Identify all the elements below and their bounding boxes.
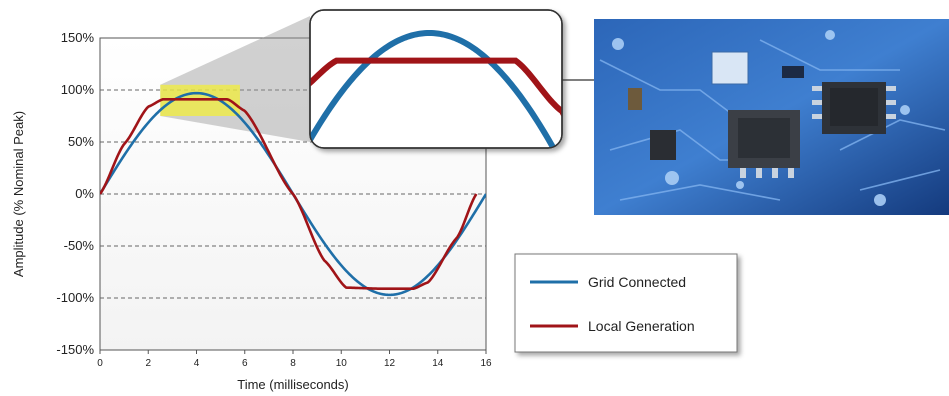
y-tick-label: 50%: [68, 134, 94, 149]
circuit-board-photo: [594, 19, 949, 215]
x-tick-label: 0: [97, 358, 103, 369]
x-axis-ticks: 0 2 4 6 8 10 12 14 16: [97, 350, 492, 369]
y-tick-label: 150%: [61, 30, 95, 45]
x-tick-label: 8: [290, 358, 296, 369]
x-tick-label: 2: [145, 358, 151, 369]
x-tick-label: 16: [480, 358, 492, 369]
zoom-inset: [309, 9, 563, 149]
y-tick-label: 100%: [61, 82, 95, 97]
legend: Grid Connected Local Generation: [514, 253, 738, 353]
legend-label-local-generation: Local Generation: [588, 318, 695, 334]
x-axis-label: Time (milliseconds): [237, 377, 348, 392]
y-tick-label: -150%: [56, 342, 94, 357]
x-tick-label: 4: [194, 358, 200, 369]
x-tick-label: 10: [336, 358, 348, 369]
y-axis-label: Amplitude (% Nominal Peak): [11, 111, 26, 277]
y-tick-label: 0%: [75, 186, 94, 201]
x-tick-label: 6: [242, 358, 248, 369]
y-tick-label: -100%: [56, 290, 94, 305]
x-tick-label: 14: [432, 358, 444, 369]
zoom-series-grid-connected: [310, 29, 562, 148]
legend-label-grid-connected: Grid Connected: [588, 274, 686, 290]
y-axis-ticks: 150% 100% 50% 0% -50% -100% -150%: [56, 30, 94, 357]
y-tick-label: -50%: [64, 238, 95, 253]
zoom-series-local-generation: [310, 57, 562, 126]
x-tick-label: 12: [384, 358, 396, 369]
series-line-local-generation: [100, 98, 478, 290]
